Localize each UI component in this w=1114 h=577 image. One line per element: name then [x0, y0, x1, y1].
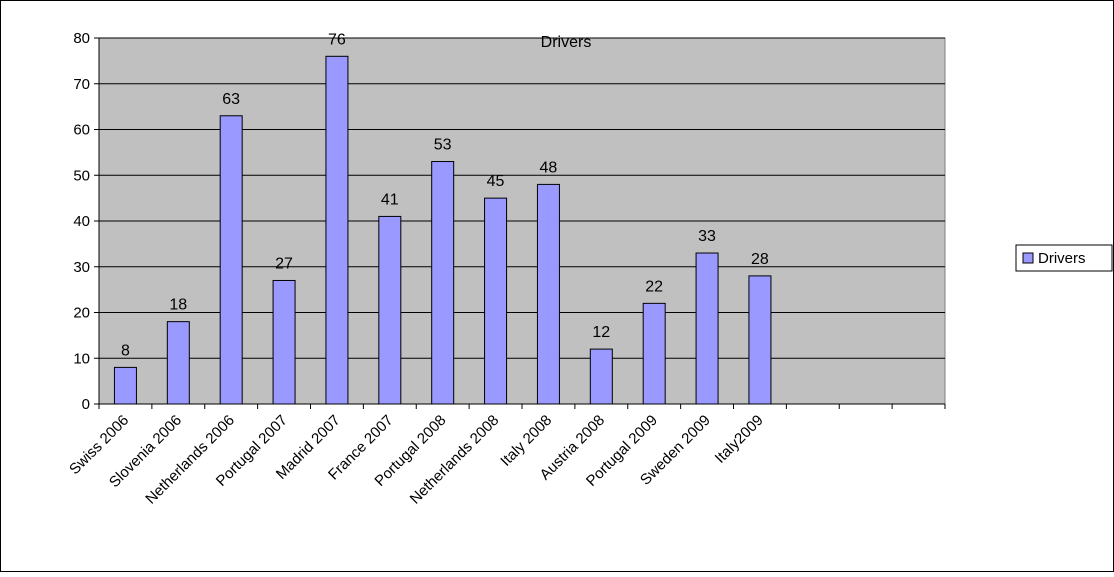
data-label: 8 — [121, 342, 130, 359]
y-tick-label: 50 — [73, 167, 90, 184]
bars — [113, 55, 772, 405]
y-tick-label: 10 — [73, 350, 90, 367]
y-tick-label: 60 — [73, 122, 90, 139]
bar — [695, 252, 719, 405]
data-label: 12 — [592, 324, 610, 341]
legend-box — [1015, 244, 1113, 272]
data-label: 76 — [328, 31, 346, 48]
data-label: 27 — [275, 255, 293, 272]
data-label: 48 — [540, 159, 558, 176]
bar — [484, 197, 508, 405]
legend-swatch — [1022, 252, 1034, 264]
legend: Drivers — [1015, 244, 1113, 272]
bar — [536, 183, 560, 405]
data-label: 18 — [169, 297, 187, 314]
bar — [166, 321, 190, 405]
y-tick-label: 0 — [82, 396, 90, 413]
bar — [589, 348, 613, 405]
data-label: 41 — [381, 191, 399, 208]
bar — [219, 115, 243, 405]
data-label: 63 — [222, 91, 240, 108]
bar — [325, 55, 349, 405]
data-label: 53 — [434, 137, 452, 154]
y-tick-label: 80 — [73, 30, 90, 47]
bar — [113, 366, 137, 405]
bar — [272, 279, 296, 405]
bar — [748, 275, 772, 405]
bar — [431, 161, 455, 405]
bar — [642, 302, 666, 405]
y-tick-label: 20 — [73, 305, 90, 322]
y-tick-label: 40 — [73, 213, 90, 230]
data-label: 28 — [751, 251, 769, 268]
y-tick-label: 70 — [73, 76, 90, 93]
data-label: 33 — [698, 228, 716, 245]
bar — [378, 215, 402, 405]
data-label: 45 — [487, 173, 505, 190]
y-tick-label: 30 — [73, 259, 90, 276]
legend-entry-label: Drivers — [1038, 250, 1086, 267]
chart-title: Drivers — [541, 34, 592, 51]
data-label: 22 — [645, 278, 663, 295]
data-labels: 8 18 63 27 76 41 53 45 48 12 22 33 28 — [121, 31, 769, 359]
